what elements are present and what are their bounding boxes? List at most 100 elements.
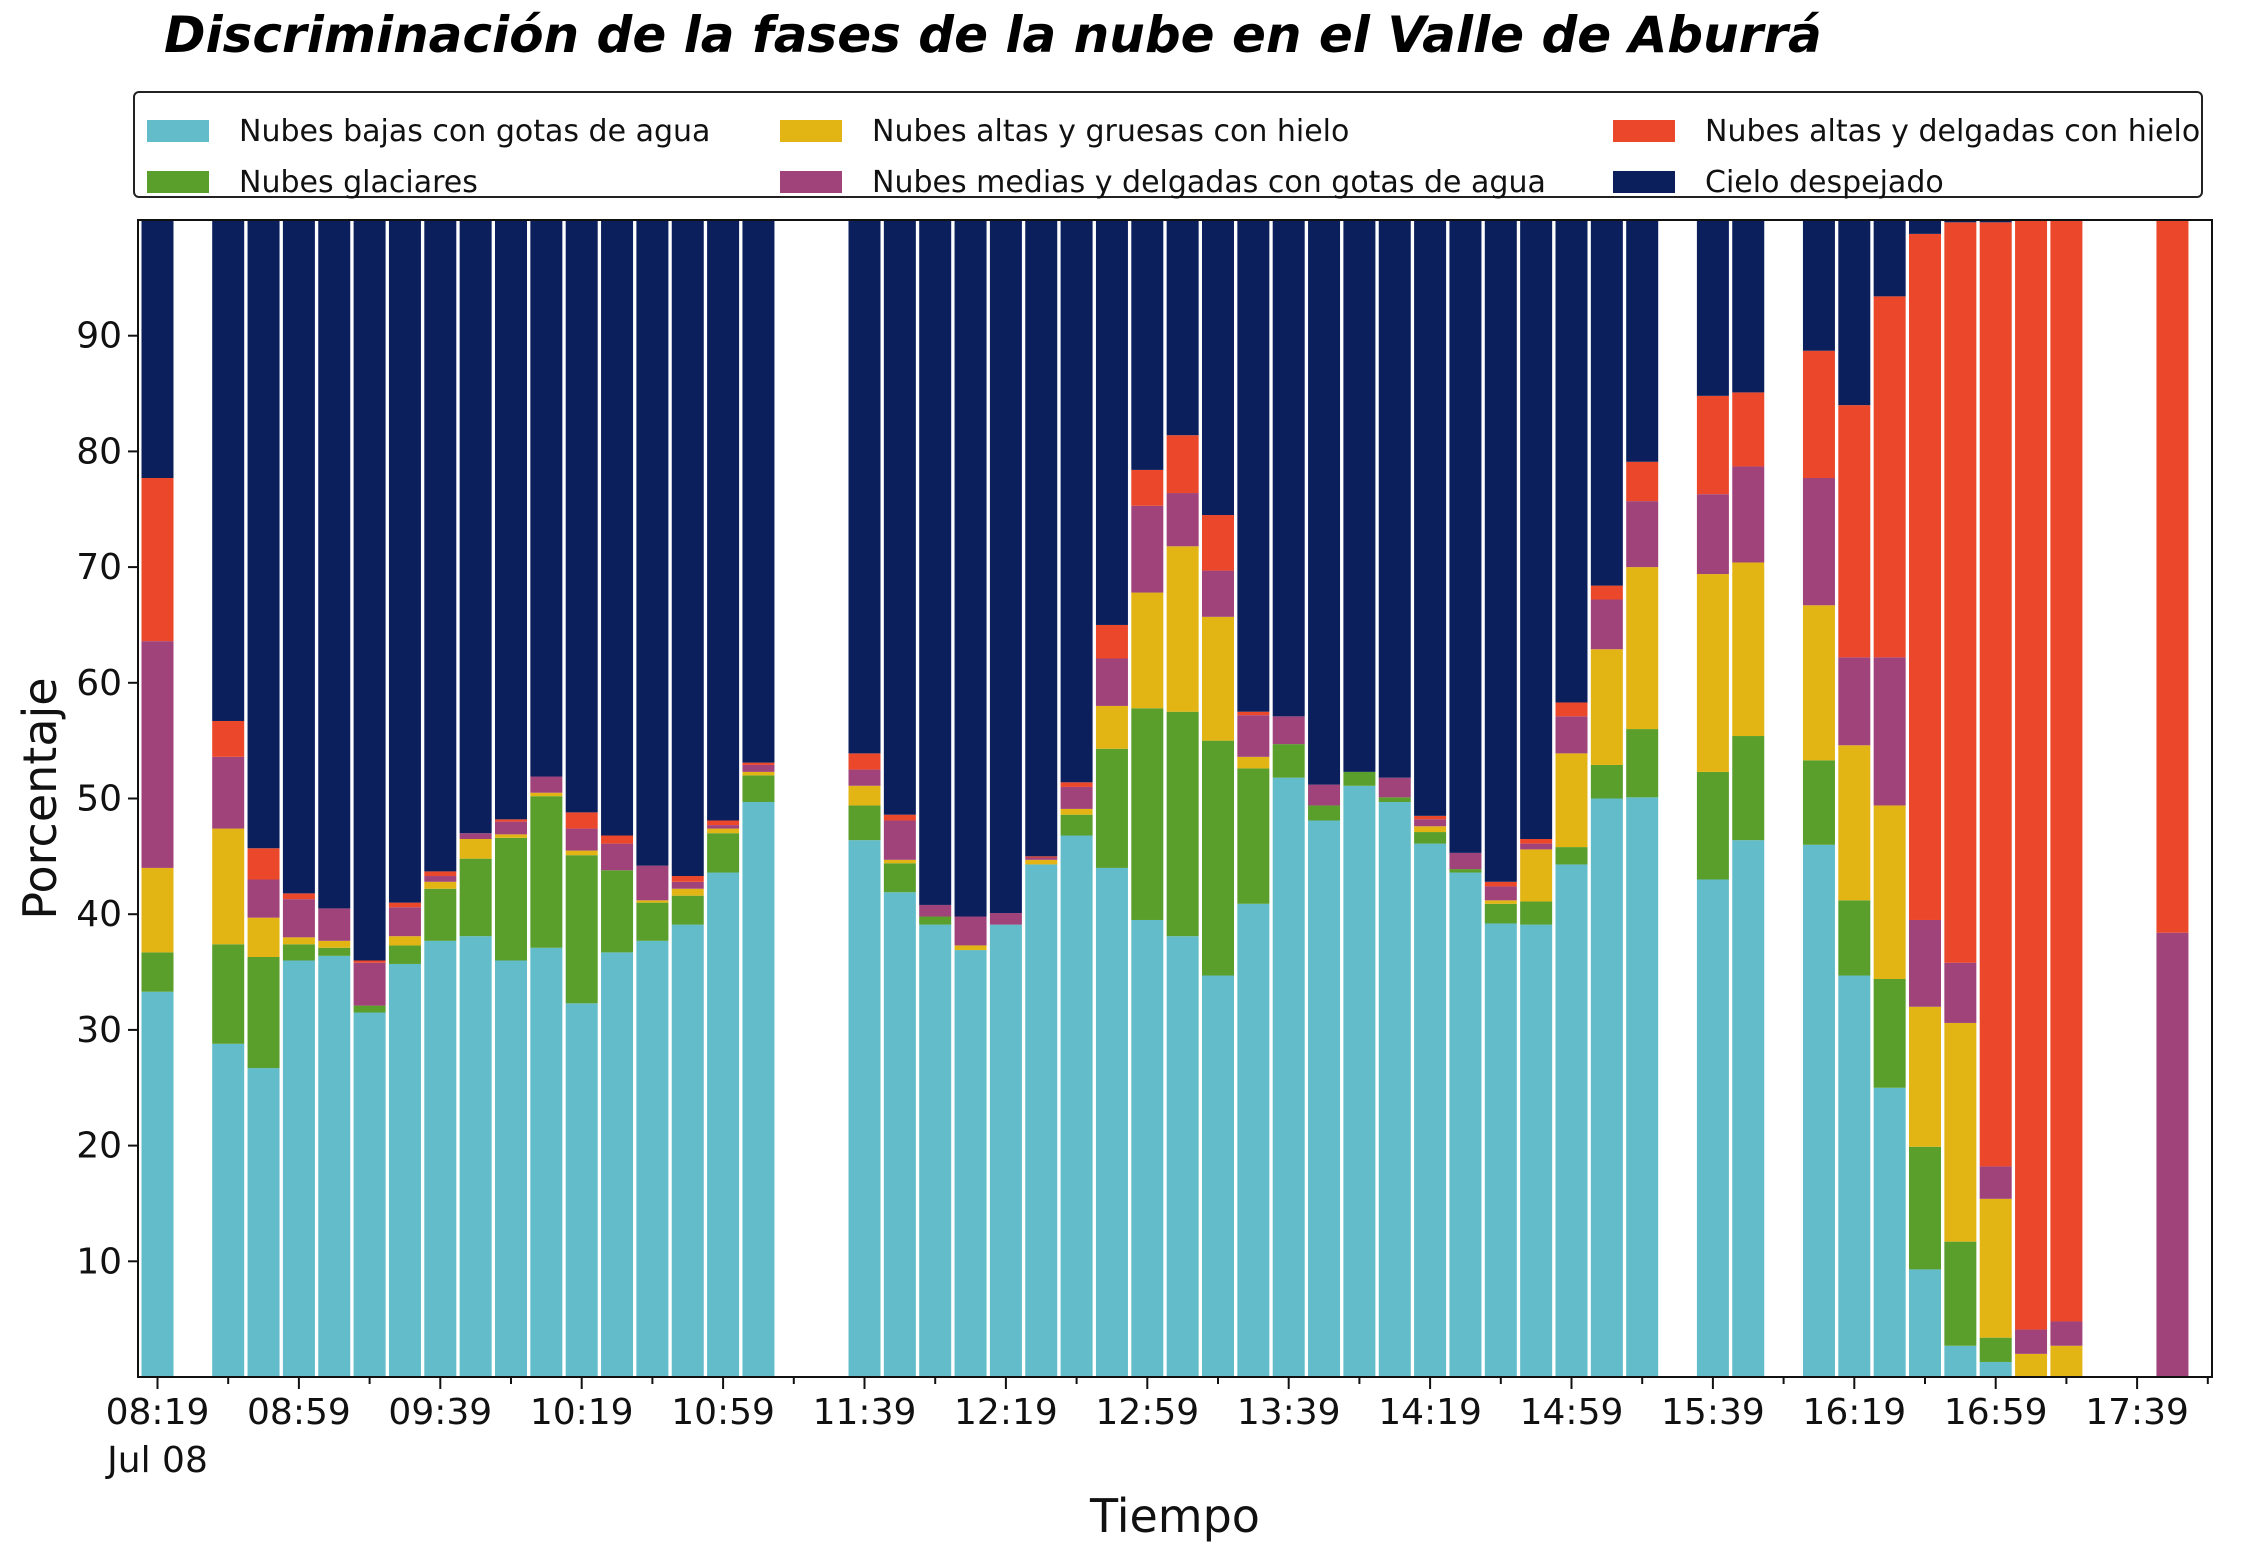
bar-segment <box>1449 852 1482 870</box>
bar-segment <box>919 220 952 905</box>
bar-segment <box>282 899 315 938</box>
bar-segment <box>495 821 527 835</box>
bar-segment <box>1944 1022 1977 1242</box>
y-tick-label: 30 <box>76 1010 122 1051</box>
bar-segment <box>707 833 740 873</box>
bar-segment <box>1626 729 1659 798</box>
bar-segment <box>1802 844 1835 1377</box>
bar-segment <box>1909 1006 1941 1147</box>
bar-segment <box>424 940 457 1377</box>
bar-segment <box>742 801 775 1377</box>
bar-segment <box>848 805 881 841</box>
bar-segment <box>247 917 280 958</box>
bar-segment <box>919 916 952 925</box>
y-tick-label: 80 <box>76 431 122 472</box>
bar-segment <box>707 872 740 1377</box>
bar-segment <box>671 895 704 925</box>
bar-segment <box>1802 220 1835 351</box>
bar-segment <box>212 1043 245 1377</box>
bar-segment <box>1131 505 1164 593</box>
bar-segment <box>495 837 527 961</box>
bar-segment <box>247 1068 280 1377</box>
bar-segment <box>1202 220 1234 516</box>
bar-segment <box>2050 1345 2083 1377</box>
bar-segment <box>848 753 881 770</box>
bar-segment <box>1414 815 1447 820</box>
bar-segment <box>1095 220 1128 625</box>
bar-segment <box>601 952 634 1377</box>
bar-segment <box>1732 392 1765 467</box>
bar-segment <box>989 220 1022 914</box>
bar-segment <box>1944 1345 1977 1377</box>
bar-segment <box>2156 220 2189 933</box>
bar-segment <box>1166 936 1199 1377</box>
bar-segment <box>636 865 669 901</box>
legend-label: Nubes glaciares <box>239 164 478 200</box>
bar-segment <box>247 879 280 918</box>
y-tick-label: 70 <box>76 547 122 588</box>
bar-segment <box>1272 744 1305 778</box>
bar-segment <box>671 876 704 882</box>
bar-segment <box>1484 923 1517 1377</box>
x-tick-label: 08:19 <box>106 1392 210 1433</box>
bar-segment <box>1555 753 1588 848</box>
bar-segment <box>1838 220 1871 406</box>
bar-segment <box>1732 466 1765 563</box>
bar-segment <box>141 220 174 479</box>
bar-segment <box>1520 901 1553 925</box>
bar-segment <box>1732 840 1765 1377</box>
bar-segment <box>1095 705 1128 749</box>
bar-segment <box>459 220 492 834</box>
bar-segment <box>1414 819 1447 827</box>
bar-segment <box>388 902 421 908</box>
y-tick-label: 50 <box>76 779 122 820</box>
bar-segment <box>282 893 315 900</box>
bar-segment <box>1414 826 1447 833</box>
legend-swatch <box>780 120 842 142</box>
x-tick-label: 15:39 <box>1661 1392 1765 1433</box>
bar-segment <box>247 848 280 880</box>
bar-segment <box>601 843 634 871</box>
bar-segment <box>1095 658 1128 706</box>
bar-segment <box>1590 599 1623 650</box>
bar-segment <box>1025 859 1058 865</box>
bar-segment <box>353 220 386 961</box>
legend-swatch <box>780 171 842 193</box>
bar-segment <box>1696 879 1729 1377</box>
bar-segment <box>565 850 598 856</box>
bar-segment <box>1979 1361 2012 1377</box>
bar-segment <box>565 220 598 813</box>
bar-segment <box>530 220 563 777</box>
bar-segment <box>2156 932 2189 1377</box>
bar-segment <box>707 825 740 829</box>
bar-segment <box>1873 657 1906 806</box>
x-tick-label: 14:19 <box>1378 1392 1482 1433</box>
bar-segment <box>1555 220 1588 703</box>
legend-swatch <box>147 171 209 193</box>
bar-segment <box>1590 220 1623 586</box>
bar-segment <box>1414 832 1447 844</box>
bar-segment <box>742 771 775 776</box>
bar-segment <box>1979 1337 2012 1362</box>
bar-segment <box>707 820 740 826</box>
bar-segment <box>1732 562 1765 737</box>
bar-segment <box>919 904 952 917</box>
bar-segment <box>1272 777 1305 1377</box>
bar-segment <box>565 812 598 829</box>
bar-segment <box>883 892 916 1377</box>
bar-segment <box>459 936 492 1377</box>
bar-segment <box>1378 797 1411 802</box>
bar-segment <box>388 945 421 964</box>
bar-segment <box>212 720 245 757</box>
bar-segment <box>883 859 916 864</box>
legend-swatch <box>147 120 209 142</box>
bar-segment <box>1343 220 1376 772</box>
bar-segment <box>1378 220 1411 778</box>
bar-segment <box>1590 649 1623 765</box>
bar-segment <box>1166 435 1199 494</box>
bar-segment <box>495 960 527 1377</box>
bar-segment <box>1378 777 1411 798</box>
bar-segment <box>1308 820 1341 1377</box>
bar-segment <box>1308 220 1341 785</box>
bar-segment <box>388 963 421 1377</box>
